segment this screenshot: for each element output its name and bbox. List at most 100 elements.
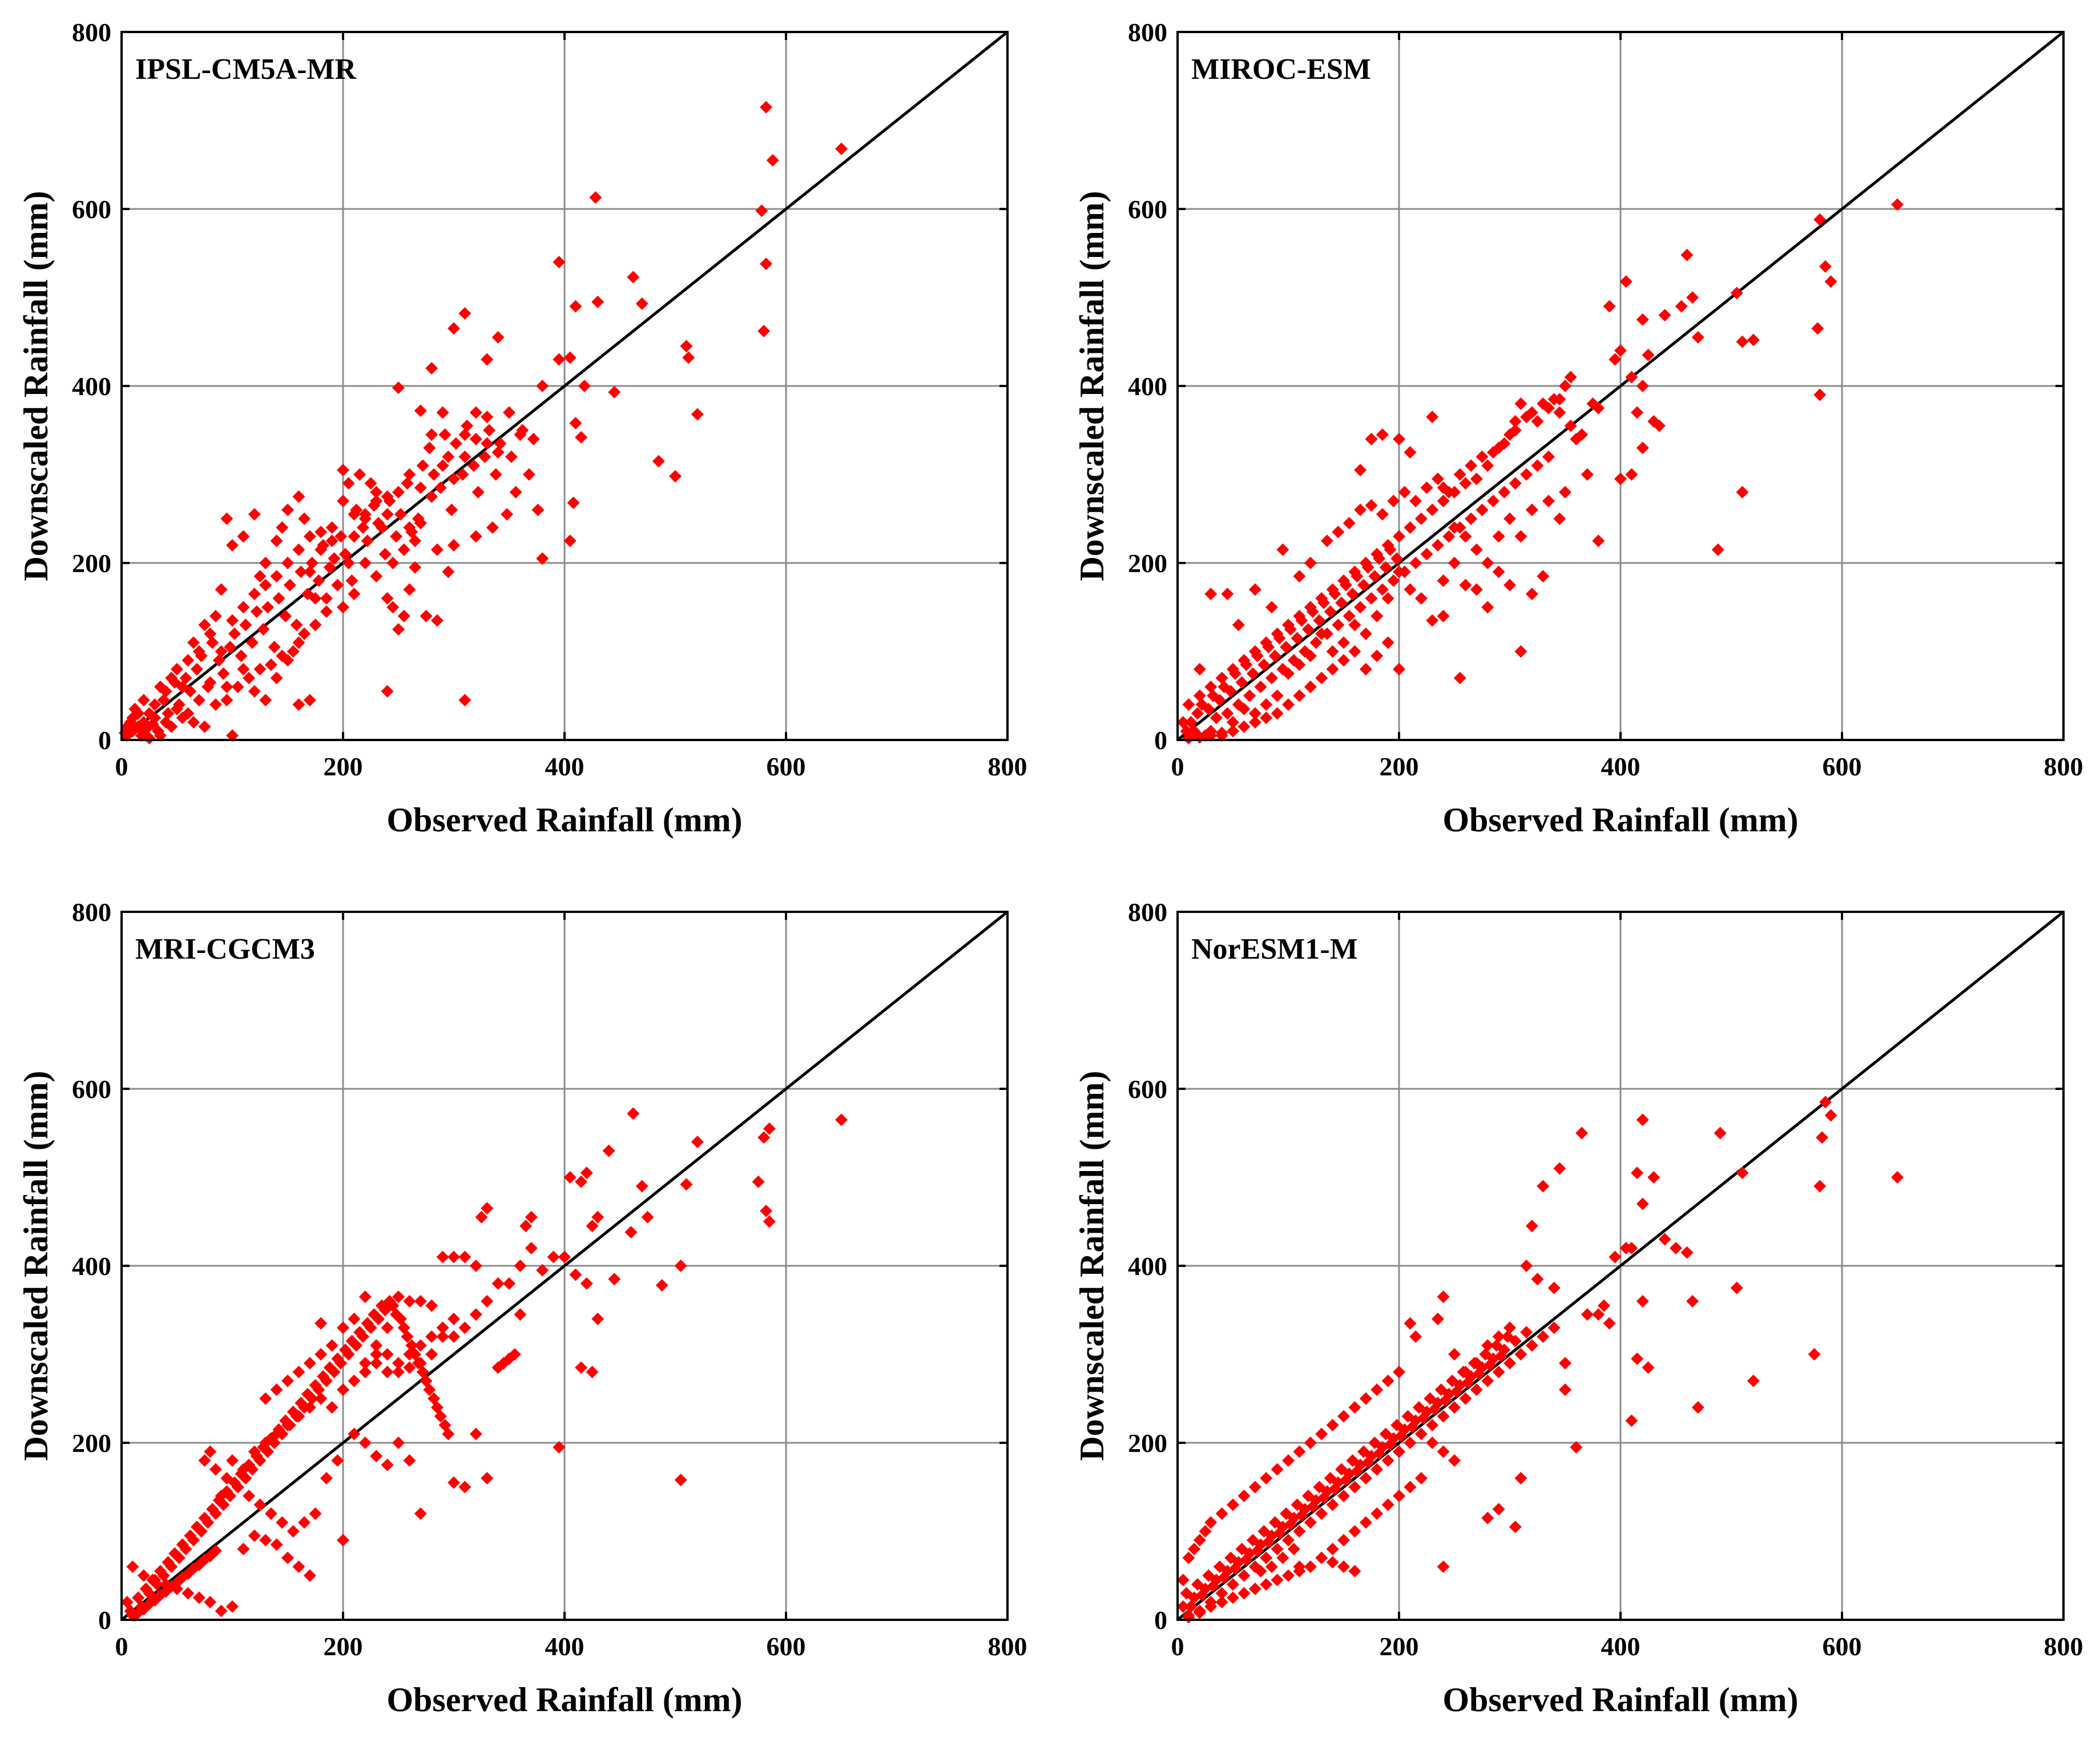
data-point <box>1459 477 1472 490</box>
data-point <box>1282 1569 1295 1582</box>
data-point <box>353 468 366 481</box>
data-point <box>356 1330 369 1343</box>
data-point <box>1293 1560 1306 1573</box>
data-point <box>563 1171 577 1184</box>
data-point <box>126 711 139 725</box>
data-point <box>358 1290 372 1304</box>
data-point <box>1730 1281 1743 1294</box>
data-point <box>1404 1481 1417 1494</box>
data-point <box>1520 1326 1533 1339</box>
data-point <box>162 707 175 720</box>
data-point <box>525 1242 538 1254</box>
data-point <box>1426 411 1439 424</box>
data-point <box>763 1122 776 1135</box>
data-point <box>1337 636 1350 649</box>
data-point <box>209 1463 222 1476</box>
data-point <box>1437 494 1450 508</box>
data-point <box>1559 486 1571 498</box>
data-point <box>217 667 230 680</box>
data-point <box>760 1204 773 1217</box>
data-point <box>527 433 540 445</box>
data-point <box>514 1308 527 1321</box>
y-tick-label: 600 <box>1128 1075 1167 1104</box>
data-point <box>1504 512 1516 525</box>
data-point <box>1431 539 1444 552</box>
data-point <box>1271 1543 1284 1555</box>
data-point <box>1476 450 1489 463</box>
data-point <box>370 1357 383 1370</box>
data-point <box>1204 1600 1218 1613</box>
data-point <box>1248 1481 1261 1494</box>
data-point <box>1736 335 1749 348</box>
data-point <box>766 154 779 167</box>
data-point <box>148 698 162 711</box>
data-point <box>157 694 170 707</box>
data-point <box>1251 1544 1264 1558</box>
data-point <box>416 459 429 472</box>
data-point <box>414 481 427 494</box>
data-point <box>1215 1507 1228 1520</box>
data-point <box>1335 596 1348 609</box>
data-point <box>469 1427 482 1441</box>
data-point <box>1431 1313 1444 1325</box>
x-tick-label: 800 <box>988 1632 1027 1661</box>
data-point <box>1373 552 1386 565</box>
data-point <box>1262 1535 1275 1548</box>
data-point <box>835 1113 848 1127</box>
data-point <box>1686 1295 1699 1307</box>
data-point <box>1647 1171 1660 1184</box>
data-point <box>448 322 460 335</box>
data-point <box>1293 1525 1306 1538</box>
data-point <box>682 351 695 364</box>
data-point <box>1453 468 1466 481</box>
data-point <box>757 324 771 337</box>
data-point <box>1326 1419 1339 1431</box>
data-point <box>1207 1580 1220 1593</box>
data-point <box>602 1144 615 1157</box>
data-point <box>1304 649 1317 662</box>
data-point <box>1357 578 1370 592</box>
data-point <box>1592 401 1605 415</box>
data-point <box>1339 1474 1352 1487</box>
data-point <box>1371 1463 1384 1476</box>
data-point <box>1348 1481 1361 1494</box>
data-point <box>1238 1569 1251 1582</box>
data-point <box>226 1454 239 1467</box>
data-point <box>531 504 545 516</box>
data-point <box>358 1437 372 1449</box>
data-point <box>469 530 482 543</box>
data-point <box>259 1534 272 1547</box>
data-point <box>1248 707 1261 720</box>
data-point <box>1243 689 1256 702</box>
y-tick-label: 0 <box>98 726 111 755</box>
data-point <box>1437 1445 1450 1458</box>
data-point <box>1284 623 1297 636</box>
data-point <box>1642 1361 1655 1374</box>
data-point <box>215 645 228 658</box>
data-point <box>414 1339 427 1352</box>
data-point <box>290 618 303 631</box>
data-point <box>248 1529 261 1542</box>
data-point <box>674 1260 687 1272</box>
data-point <box>337 464 349 477</box>
data-point <box>268 1437 281 1449</box>
data-point <box>558 1250 571 1264</box>
x-tick-label: 600 <box>767 1632 806 1661</box>
x-tick-label: 200 <box>324 752 363 781</box>
data-point <box>522 468 535 481</box>
data-point <box>1365 433 1378 445</box>
data-point <box>381 1458 394 1471</box>
data-point <box>292 490 305 503</box>
data-point <box>414 517 427 530</box>
data-point <box>1553 512 1566 525</box>
data-point <box>283 1419 296 1431</box>
data-point <box>237 601 250 614</box>
data-point <box>303 694 316 707</box>
data-point <box>1371 1383 1384 1396</box>
data-point <box>239 1472 252 1484</box>
data-point <box>392 1366 405 1378</box>
data-point <box>1816 1131 1829 1144</box>
data-point <box>1235 1543 1248 1555</box>
data-point <box>264 1507 277 1520</box>
data-point <box>1409 557 1422 569</box>
